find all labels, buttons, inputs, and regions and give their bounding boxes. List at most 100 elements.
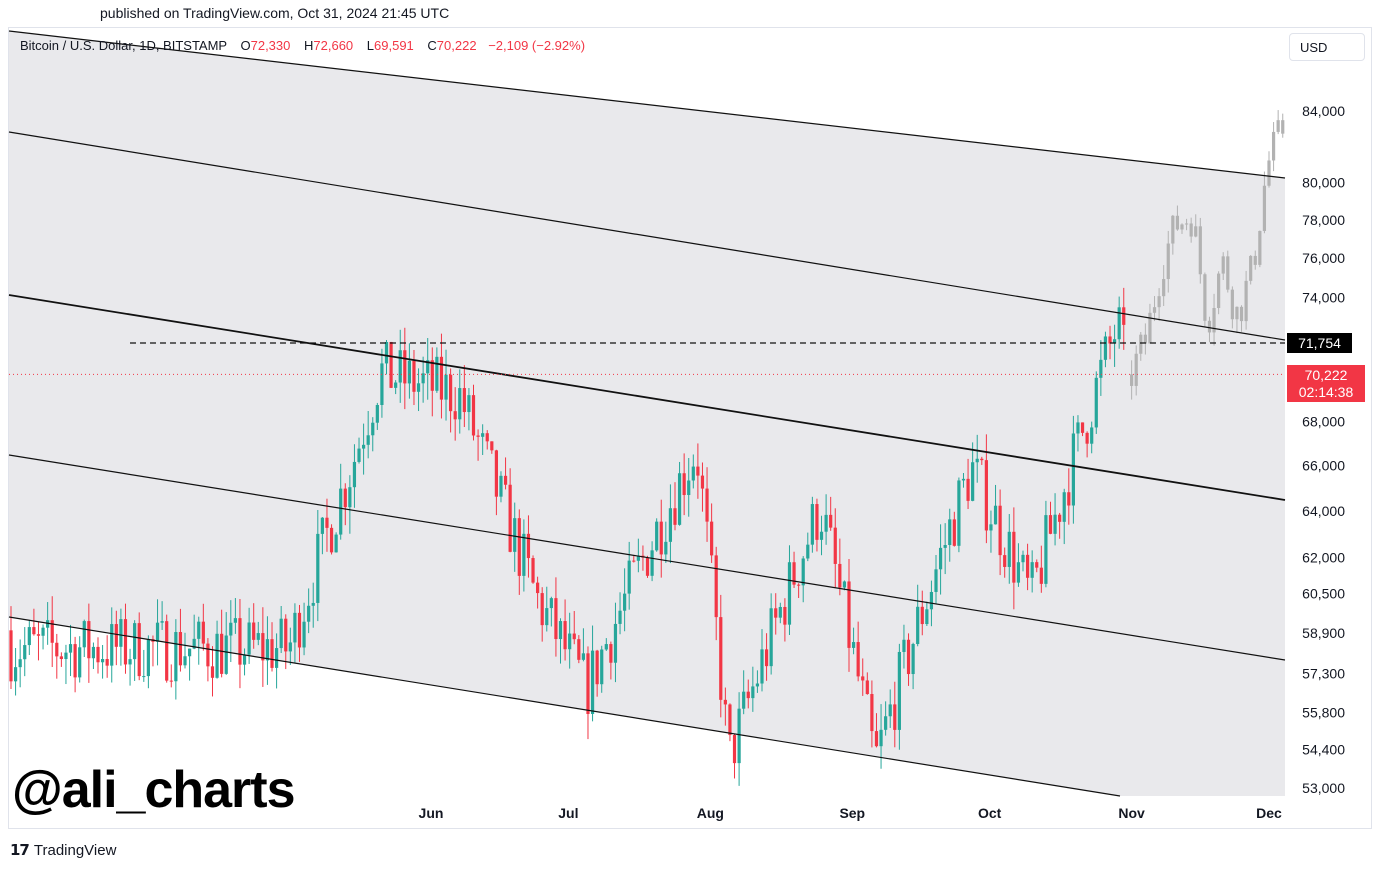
time-tick-label: Jun [419,805,444,821]
candle [55,633,59,679]
candle-body [517,518,521,576]
candle-body [1007,531,1011,567]
candle [526,515,531,578]
candle-body [394,382,398,388]
candle-body [961,478,966,481]
candle-body [714,555,718,618]
candle-body [412,360,416,392]
candle-body [742,691,746,709]
candle-body [78,647,82,678]
candle-body [870,694,874,732]
candle-body [774,608,778,618]
candle-body [549,598,553,609]
projection-body [1152,307,1157,313]
candle [884,701,888,736]
candle [677,461,682,526]
tradingview-logo-icon: 17 [10,841,30,859]
candle-body [160,621,164,623]
candle-body [847,581,851,648]
candle [590,625,595,722]
candle-body [984,460,988,531]
candle [1122,287,1126,350]
candle [980,456,984,465]
candle [265,616,270,685]
candle-body [36,634,41,636]
candle [1058,512,1062,539]
candle [851,627,856,655]
candle [380,348,384,418]
candle-body [1080,422,1085,433]
footer-brand[interactable]: 17 TradingView [10,841,116,859]
candle [870,680,874,748]
candle-body [380,363,384,405]
brand-label: TradingView [33,841,117,859]
high-label: H [304,38,314,53]
projection-body [1130,374,1134,386]
candle-body [1099,359,1103,378]
candle [325,498,329,552]
close-value: 70,222 [436,38,477,53]
projection-bar [1198,217,1202,284]
candle [819,515,824,556]
candle [920,590,924,636]
currency-button[interactable]: USD [1289,33,1365,61]
projection-body [1184,223,1189,225]
candle-body [261,633,265,661]
candle-body [252,622,256,640]
candle-body [1062,492,1066,522]
candle-body [650,550,654,576]
candle [1085,431,1089,458]
candle-body [68,644,73,653]
candle [581,628,586,662]
candle [165,614,169,683]
candle-body [458,388,462,420]
projection-body [1262,185,1267,231]
candle-body [682,473,686,496]
candle [938,524,943,595]
candle-body [865,680,869,695]
candle [632,556,636,563]
projection-body [1166,243,1170,280]
candle [1067,468,1071,525]
candle-body [119,619,123,647]
time-tick-label: Sep [839,805,865,821]
projection-bar [1194,214,1198,238]
candle-body [1053,514,1057,534]
candle-body [1016,562,1021,583]
projection-bar [1207,316,1212,343]
projection-bar [1262,171,1267,234]
price-tick-label: 84,000 [1302,103,1345,119]
candle-body [696,466,700,476]
candle-body [467,395,471,413]
candle-body [64,652,68,660]
candle-body [1076,422,1080,434]
candle-body [664,541,668,555]
candle [925,601,929,626]
projection-bar [1184,218,1189,231]
candle [549,596,553,627]
candle-body [558,621,563,640]
candle-body [801,558,805,586]
candle [751,666,755,712]
low-value: 69,591 [374,38,414,53]
candle-body [719,617,723,700]
candle-body [32,627,36,635]
projection-bar [1239,305,1244,332]
candle [554,577,558,657]
candle [361,423,366,475]
candle [458,369,462,434]
candle-body [618,610,622,624]
candle [407,343,411,399]
candle-body [824,514,828,532]
candle [481,424,485,455]
candle-body [293,612,297,643]
candle [824,494,828,545]
candle [1099,340,1103,396]
candle-body [645,557,650,576]
candle [916,584,920,647]
candle [966,458,970,510]
candle-body [856,642,860,677]
candle-body [183,656,187,666]
candle-body [920,606,924,625]
